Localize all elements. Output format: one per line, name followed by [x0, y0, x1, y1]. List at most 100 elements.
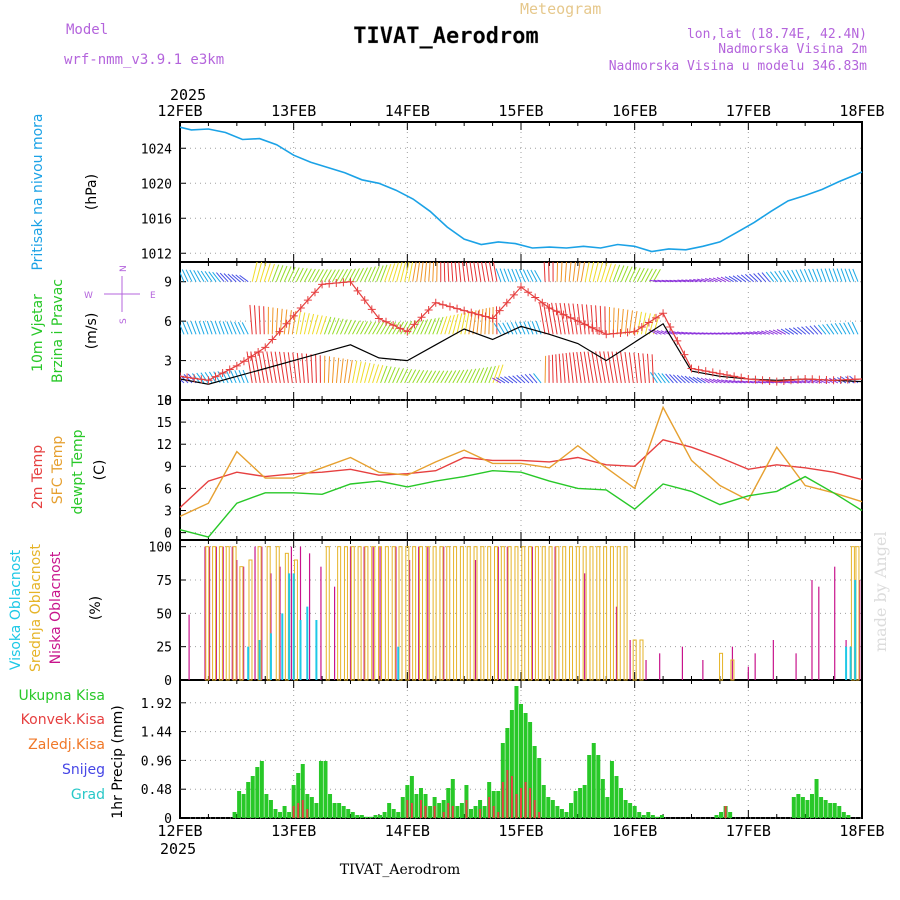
y-tick-label: 1012 [141, 247, 172, 262]
wind-barb [295, 311, 301, 335]
wind-barb [672, 331, 682, 335]
wind-barb [753, 273, 763, 283]
wind-barb [830, 323, 839, 335]
wind-barb [436, 316, 444, 335]
cloud-bar-mid [487, 546, 492, 681]
wind-barb [803, 269, 811, 282]
meteogram-label: Meteogram [520, 0, 601, 18]
y-tick-label: 50 [156, 607, 172, 622]
cloud-bar-mid [493, 546, 498, 681]
wind-barb [197, 270, 205, 282]
wind-barb [510, 321, 518, 335]
wind-barb [701, 332, 710, 335]
y-tick-label: 0.96 [141, 754, 172, 769]
cloud-bar-mid [266, 546, 271, 681]
wind-gust-marker [289, 311, 298, 320]
wind-barb [684, 375, 694, 384]
lonlat-label: lon,lat (18.74E, 42.4N) [687, 27, 867, 42]
y-tick-label: 1.92 [141, 697, 172, 712]
wind-barb [212, 271, 221, 283]
precip-conv-bar [488, 797, 491, 818]
precip-total-bar [719, 812, 724, 818]
wind-barb [200, 372, 209, 384]
wind-barb [364, 362, 371, 384]
wind-barb [305, 353, 309, 383]
wind-barb [249, 304, 253, 335]
wind-barb [364, 266, 372, 282]
temp-title-sfc: SFC Temp [50, 436, 66, 505]
temp-line-0 [179, 439, 863, 509]
cloud-bar-mid [855, 546, 860, 681]
wind-gust-marker [694, 365, 703, 374]
wind-barb [792, 327, 803, 335]
wind-barb [315, 315, 323, 335]
wind-barb [745, 380, 754, 384]
wind-barb [556, 262, 559, 282]
wind-barb [368, 321, 377, 335]
wind-gust-marker [730, 372, 739, 381]
wind-gust-marker [495, 306, 504, 315]
pressure-title: Pritisak na nivou mora [30, 113, 46, 270]
precip-total-bar [409, 776, 414, 818]
wind-barb [528, 373, 538, 384]
wind-barb [476, 309, 480, 335]
x-tick-label-bottom: 14FEB [385, 822, 430, 840]
wind-barb [712, 277, 722, 283]
wind-gust-marker [751, 375, 760, 384]
wind-barb [805, 325, 815, 335]
wind-barb [182, 321, 189, 335]
wind-barb [283, 266, 292, 282]
precip-total-bar [519, 704, 523, 818]
wind-gust-marker [836, 375, 845, 384]
wind-barb [208, 271, 217, 283]
wind-barb [193, 270, 201, 282]
wind-barb [624, 266, 633, 282]
wind-barb [380, 264, 388, 282]
cloud-bar-mid [616, 546, 621, 681]
wind-barb [428, 262, 431, 282]
y-tick-label: 75 [156, 574, 172, 589]
y-tick-label: 3 [164, 355, 172, 370]
wind-barb [504, 376, 514, 384]
wind-barb [565, 352, 570, 383]
wind-barb [476, 367, 485, 384]
wind-barb [812, 268, 819, 282]
precip-total-bar [300, 764, 305, 818]
wind-barb [480, 367, 489, 384]
precip-total-bar [555, 806, 560, 818]
wind-barb [786, 270, 795, 282]
cloud-bar-mid [418, 546, 423, 681]
wind-gust-marker [389, 321, 398, 330]
wind-barb [628, 310, 633, 335]
wind-barb [376, 265, 384, 282]
wind-barb [462, 262, 466, 282]
wind-gust-marker [232, 361, 241, 370]
wind-barb [693, 278, 702, 283]
wind-barb [749, 380, 758, 384]
wind-barb [356, 361, 362, 384]
wind-barb [319, 269, 328, 282]
wind-barb [327, 356, 330, 383]
wind-barb [572, 352, 578, 383]
cloud-bar-mid [232, 546, 237, 681]
wind-barb [440, 316, 448, 335]
wind-barb [396, 368, 404, 384]
wind-barb [677, 331, 686, 335]
wind-barb [832, 268, 839, 282]
wind-barb [408, 369, 417, 384]
wind-barb [279, 265, 288, 282]
cloud-bar-mid [569, 546, 574, 681]
wind-barb [323, 316, 332, 335]
wind-barb [729, 332, 738, 335]
wind-barb [196, 372, 205, 384]
wind-barb [270, 351, 277, 383]
wind-barb [225, 370, 233, 384]
wind-barb [484, 366, 492, 384]
wind-gust-marker [225, 365, 234, 374]
wind-barb [254, 351, 261, 384]
x-tick-label-bottom: 17FEB [726, 822, 771, 840]
precip-total-bar [500, 743, 505, 818]
wind-barb [488, 365, 496, 384]
wind-barb [198, 321, 205, 335]
wind-barb [480, 308, 484, 335]
